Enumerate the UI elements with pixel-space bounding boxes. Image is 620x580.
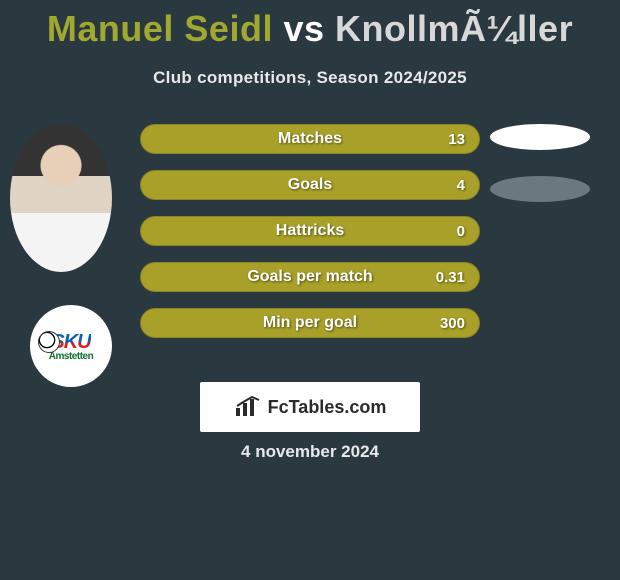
ellipse-1 [490,124,590,150]
player1-name: Manuel Seidl [47,8,273,49]
stat-value: 0.31 [436,269,465,286]
stat-label: Matches [278,130,342,148]
subtitle: Club competitions, Season 2024/2025 [0,68,620,88]
stat-label: Min per goal [263,314,357,332]
stat-row: Matches 13 [140,124,480,154]
date-text: 4 november 2024 [0,442,620,462]
brand-box: FcTables.com [200,382,420,432]
stat-row: Goals per match 0.31 [140,262,480,292]
stat-value: 4 [457,177,465,194]
ellipse-2 [490,176,590,202]
soccer-ball-icon [38,331,60,353]
vs-text: vs [283,8,324,49]
brand-text: FcTables.com [268,397,387,418]
player2-name: KnollmÃ¼ller [335,8,573,49]
stat-value: 300 [440,315,465,332]
player-photo [10,124,112,272]
bar-chart-icon [234,396,262,418]
club-line2: Amstetten [49,351,93,362]
stat-row: Hattricks 0 [140,216,480,246]
stat-row: Goals 4 [140,170,480,200]
stat-value: 13 [448,131,465,148]
stat-label: Hattricks [276,222,344,240]
stat-row: Min per goal 300 [140,308,480,338]
stats-bars: Matches 13 Goals 4 Hattricks 0 Goals per… [140,124,480,354]
stat-value: 0 [457,223,465,240]
club-logo: SKU Amstetten [30,305,112,387]
stat-label: Goals [288,176,332,194]
page-title: Manuel Seidl vs KnollmÃ¼ller [0,0,620,50]
comparison-ellipses [490,124,590,228]
stat-label: Goals per match [247,268,372,286]
